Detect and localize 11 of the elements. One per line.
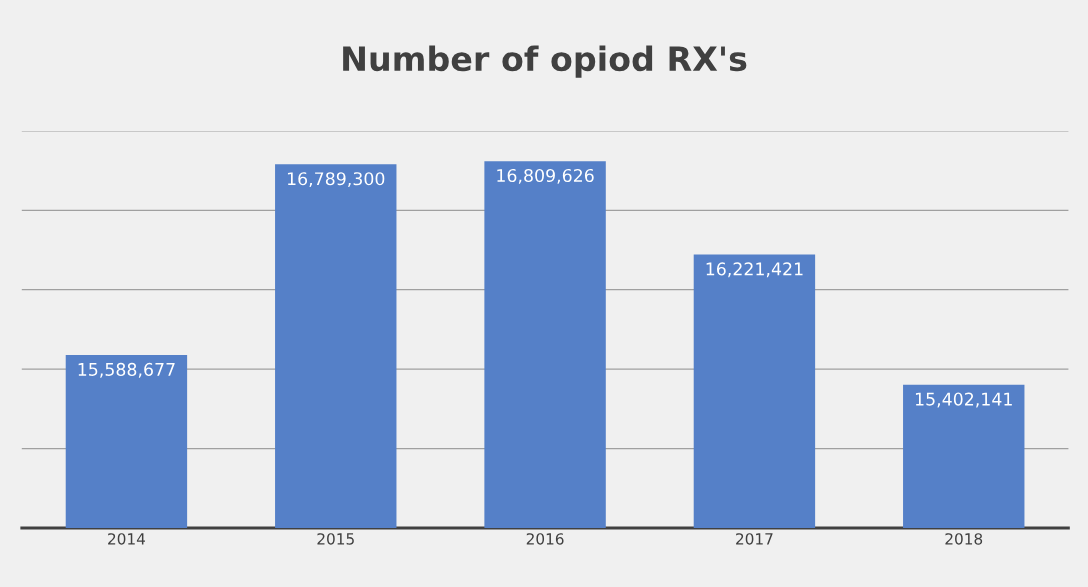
- x-tick-label: 2017: [736, 533, 773, 545]
- data-label: 16,789,300: [287, 172, 385, 188]
- data-label: 16,809,626: [497, 168, 594, 184]
- data-label: 15,588,677: [78, 362, 175, 378]
- chart-title: Number of opiod RX's: [343, 45, 747, 78]
- data-label: 16,221,421: [706, 262, 803, 278]
- x-tick-label: 2015: [317, 533, 354, 545]
- x-tick-label: 2018: [945, 533, 983, 545]
- x-tick-label: 2016: [526, 533, 564, 545]
- x-tick-label: 2014: [108, 533, 146, 545]
- data-label: 15,402,141: [915, 392, 1012, 408]
